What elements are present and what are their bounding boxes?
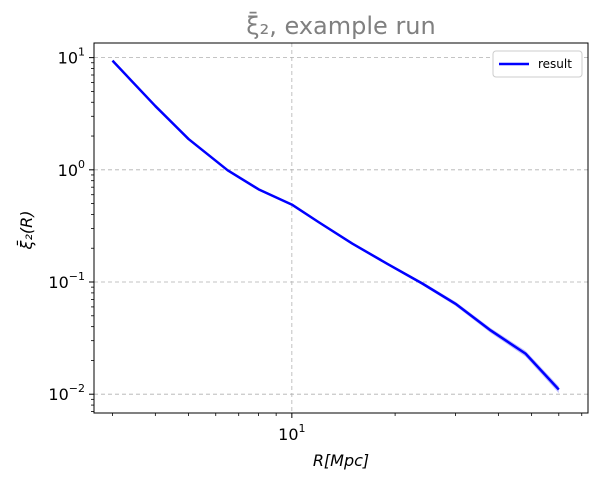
ticks: 101 100 10−1 10−2 101 xyxy=(48,46,583,444)
y-tick-label: 100 xyxy=(58,158,85,180)
legend-label-result: result xyxy=(538,57,572,71)
grid xyxy=(94,43,588,413)
title-xi-symbol: ξ̄₂, example run xyxy=(246,11,435,40)
y-axis-label: ξ̄₂(R) xyxy=(17,211,36,251)
plot-area-frame xyxy=(93,42,589,414)
x-axis-label: R[Mpc] xyxy=(313,451,369,470)
y-tick-label: 101 xyxy=(58,46,85,68)
chart-title: ξ̄₂, example run xyxy=(246,11,435,40)
x-tick-label: 101 xyxy=(278,422,305,444)
legend-box xyxy=(492,50,583,78)
series-line-result xyxy=(111,59,560,391)
y-tick-label: 10−1 xyxy=(48,270,85,292)
legend: result xyxy=(492,50,583,78)
series-layer xyxy=(111,59,560,391)
y-tick-label: 10−2 xyxy=(48,382,85,404)
